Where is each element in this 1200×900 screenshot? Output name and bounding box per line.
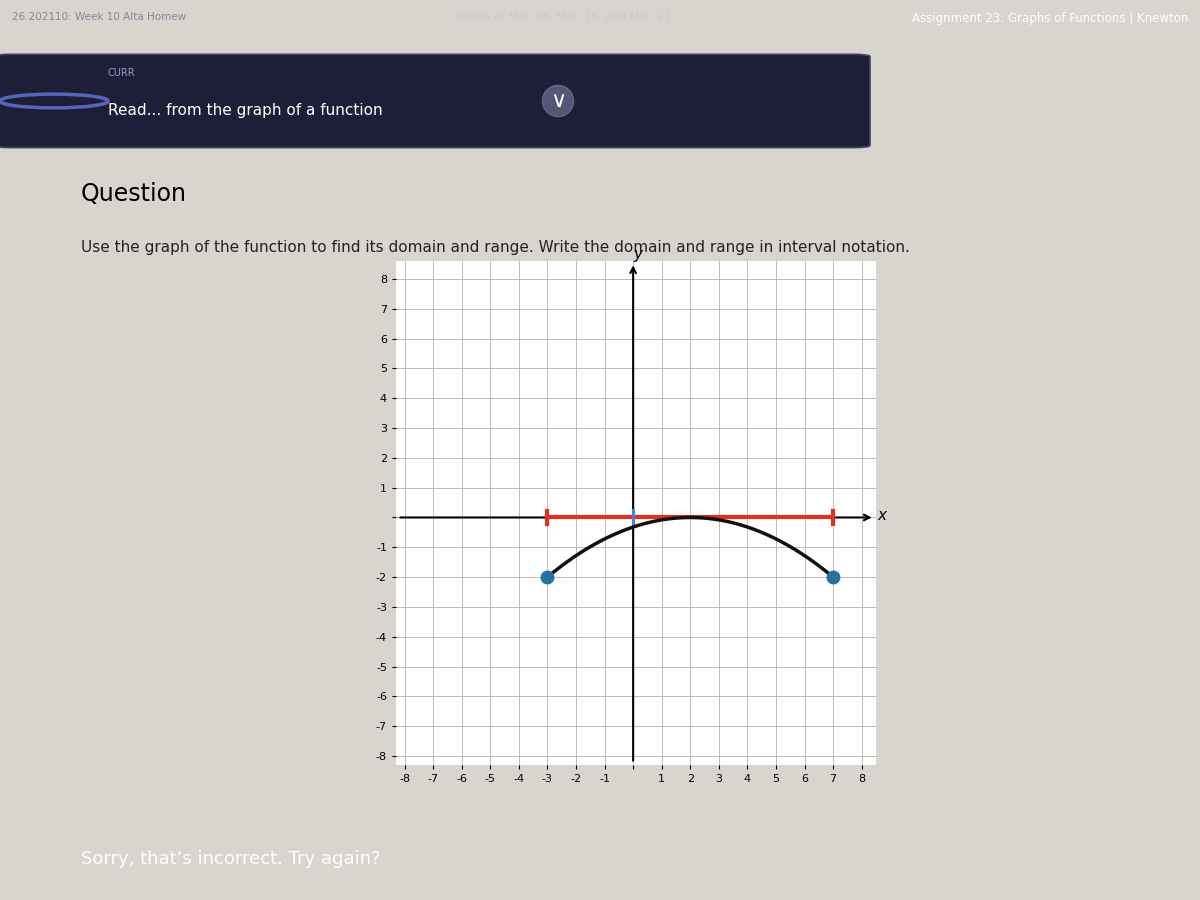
Text: Sorry, that’s incorrect. Try again?: Sorry, that’s incorrect. Try again? <box>82 850 380 868</box>
FancyBboxPatch shape <box>0 54 870 148</box>
Text: Assignment 23: Graphs of Functions | Knewton: Assignment 23: Graphs of Functions | Kne… <box>912 13 1188 25</box>
Text: nights of Mar. 16, Mar. 18, and Mar. 21: nights of Mar. 16, Mar. 18, and Mar. 21 <box>456 13 671 22</box>
Text: Use the graph of the function to find its domain and range. Write the domain and: Use the graph of the function to find it… <box>82 240 910 256</box>
Text: Read... from the graph of a function: Read... from the graph of a function <box>108 103 383 118</box>
Text: 26.202110: Week 10 Alta Homew: 26.202110: Week 10 Alta Homew <box>12 13 186 22</box>
Text: y: y <box>632 247 642 262</box>
Text: CURR: CURR <box>108 68 136 78</box>
Text: Question: Question <box>82 182 187 205</box>
Text: ∨: ∨ <box>550 91 566 111</box>
Text: x: x <box>877 508 887 524</box>
